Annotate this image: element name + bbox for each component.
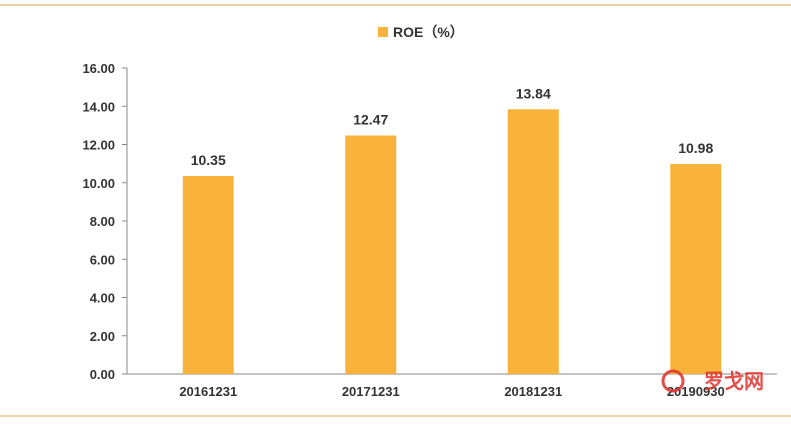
data-label: 12.47 (353, 112, 388, 128)
data-label: 13.84 (516, 85, 551, 101)
data-labels: 10.35 12.47 13.84 10.98 (191, 85, 714, 168)
y-tick-label: 10.00 (82, 176, 115, 191)
x-tick-label: 20161231 (179, 384, 237, 399)
y-tick-label: 2.00 (90, 329, 115, 344)
bar-20161231 (182, 176, 234, 374)
y-tick-label: 12.00 (82, 138, 115, 153)
x-tick-label: 20171231 (342, 384, 400, 399)
y-tick-label: 16.00 (82, 61, 115, 76)
data-label: 10.98 (678, 140, 713, 156)
logo-cn-text: 罗戈网 (704, 369, 764, 393)
legend: ROE（%） (378, 24, 464, 40)
y-tick-label: 4.00 (90, 291, 115, 306)
y-axis: 0.00 2.00 4.00 6.00 8.00 10.00 12.00 14.00 16.00 (82, 61, 128, 382)
y-tick-label: 14.00 (82, 99, 115, 114)
bar-series (182, 109, 722, 374)
bar-20171231 (345, 135, 397, 374)
legend-label: ROE（%） (393, 24, 464, 40)
bar-20181231 (507, 109, 559, 374)
data-label: 10.35 (191, 152, 226, 168)
legend-swatch (378, 27, 388, 37)
logo-watermark: 罗戈网 (661, 369, 764, 393)
x-axis: 20161231 20171231 20181231 20190930 (127, 373, 777, 399)
y-tick-label: 6.00 (90, 252, 115, 267)
logo-circle-mark (661, 369, 685, 393)
y-tick-label: 8.00 (90, 214, 115, 229)
x-tick-label: 20181231 (504, 384, 562, 399)
y-tick-label: 0.00 (90, 367, 115, 382)
bar-20190930 (670, 164, 722, 374)
